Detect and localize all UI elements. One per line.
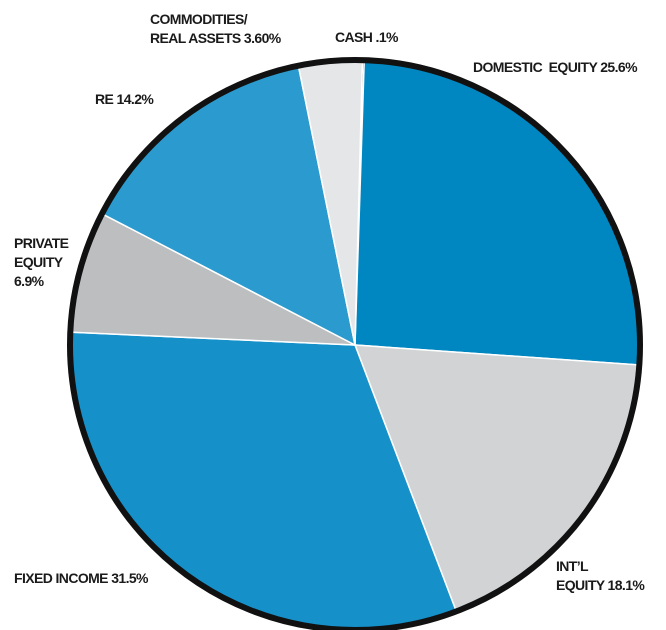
slice-label-line: EQUITY 18.1%	[556, 577, 645, 593]
slice-label-4: PRIVATE EQUITY 6.9%	[14, 235, 69, 289]
slice-label-line: PRIVATE	[14, 235, 69, 251]
pie-outline	[67, 57, 643, 630]
slice-label-line: RE 14.2%	[95, 91, 154, 107]
pie-slices	[67, 57, 643, 630]
slice-label-3: FIXED INCOME 31.5%	[14, 570, 149, 586]
slice-label-line: DOMESTIC EQUITY 25.6%	[473, 59, 638, 75]
slice-label-line: CASH .1%	[335, 29, 399, 45]
pie-labels: CASH .1% DOMESTIC EQUITY 25.6% INT’L EQUITY…	[14, 11, 646, 593]
slice-label-line: INT’L	[556, 558, 589, 574]
slice-label-line: FIXED INCOME 31.5%	[14, 570, 149, 586]
slice-label-1: DOMESTIC EQUITY 25.6%	[473, 59, 638, 75]
slice-label-0: CASH .1%	[335, 29, 399, 45]
slice-label-2: INT’L EQUITY 18.1%	[556, 558, 645, 593]
slice-label-6: COMMODITIES/REAL ASSETS 3.60%	[150, 11, 282, 46]
pie-slice-1	[354, 59, 641, 366]
slice-label-line: 6.9%	[14, 273, 45, 289]
slice-label-line: REAL ASSETS 3.60%	[150, 30, 282, 46]
slice-label-5: RE 14.2%	[95, 91, 154, 107]
slice-label-line: COMMODITIES/	[150, 11, 248, 27]
slice-label-line: EQUITY	[14, 254, 64, 270]
